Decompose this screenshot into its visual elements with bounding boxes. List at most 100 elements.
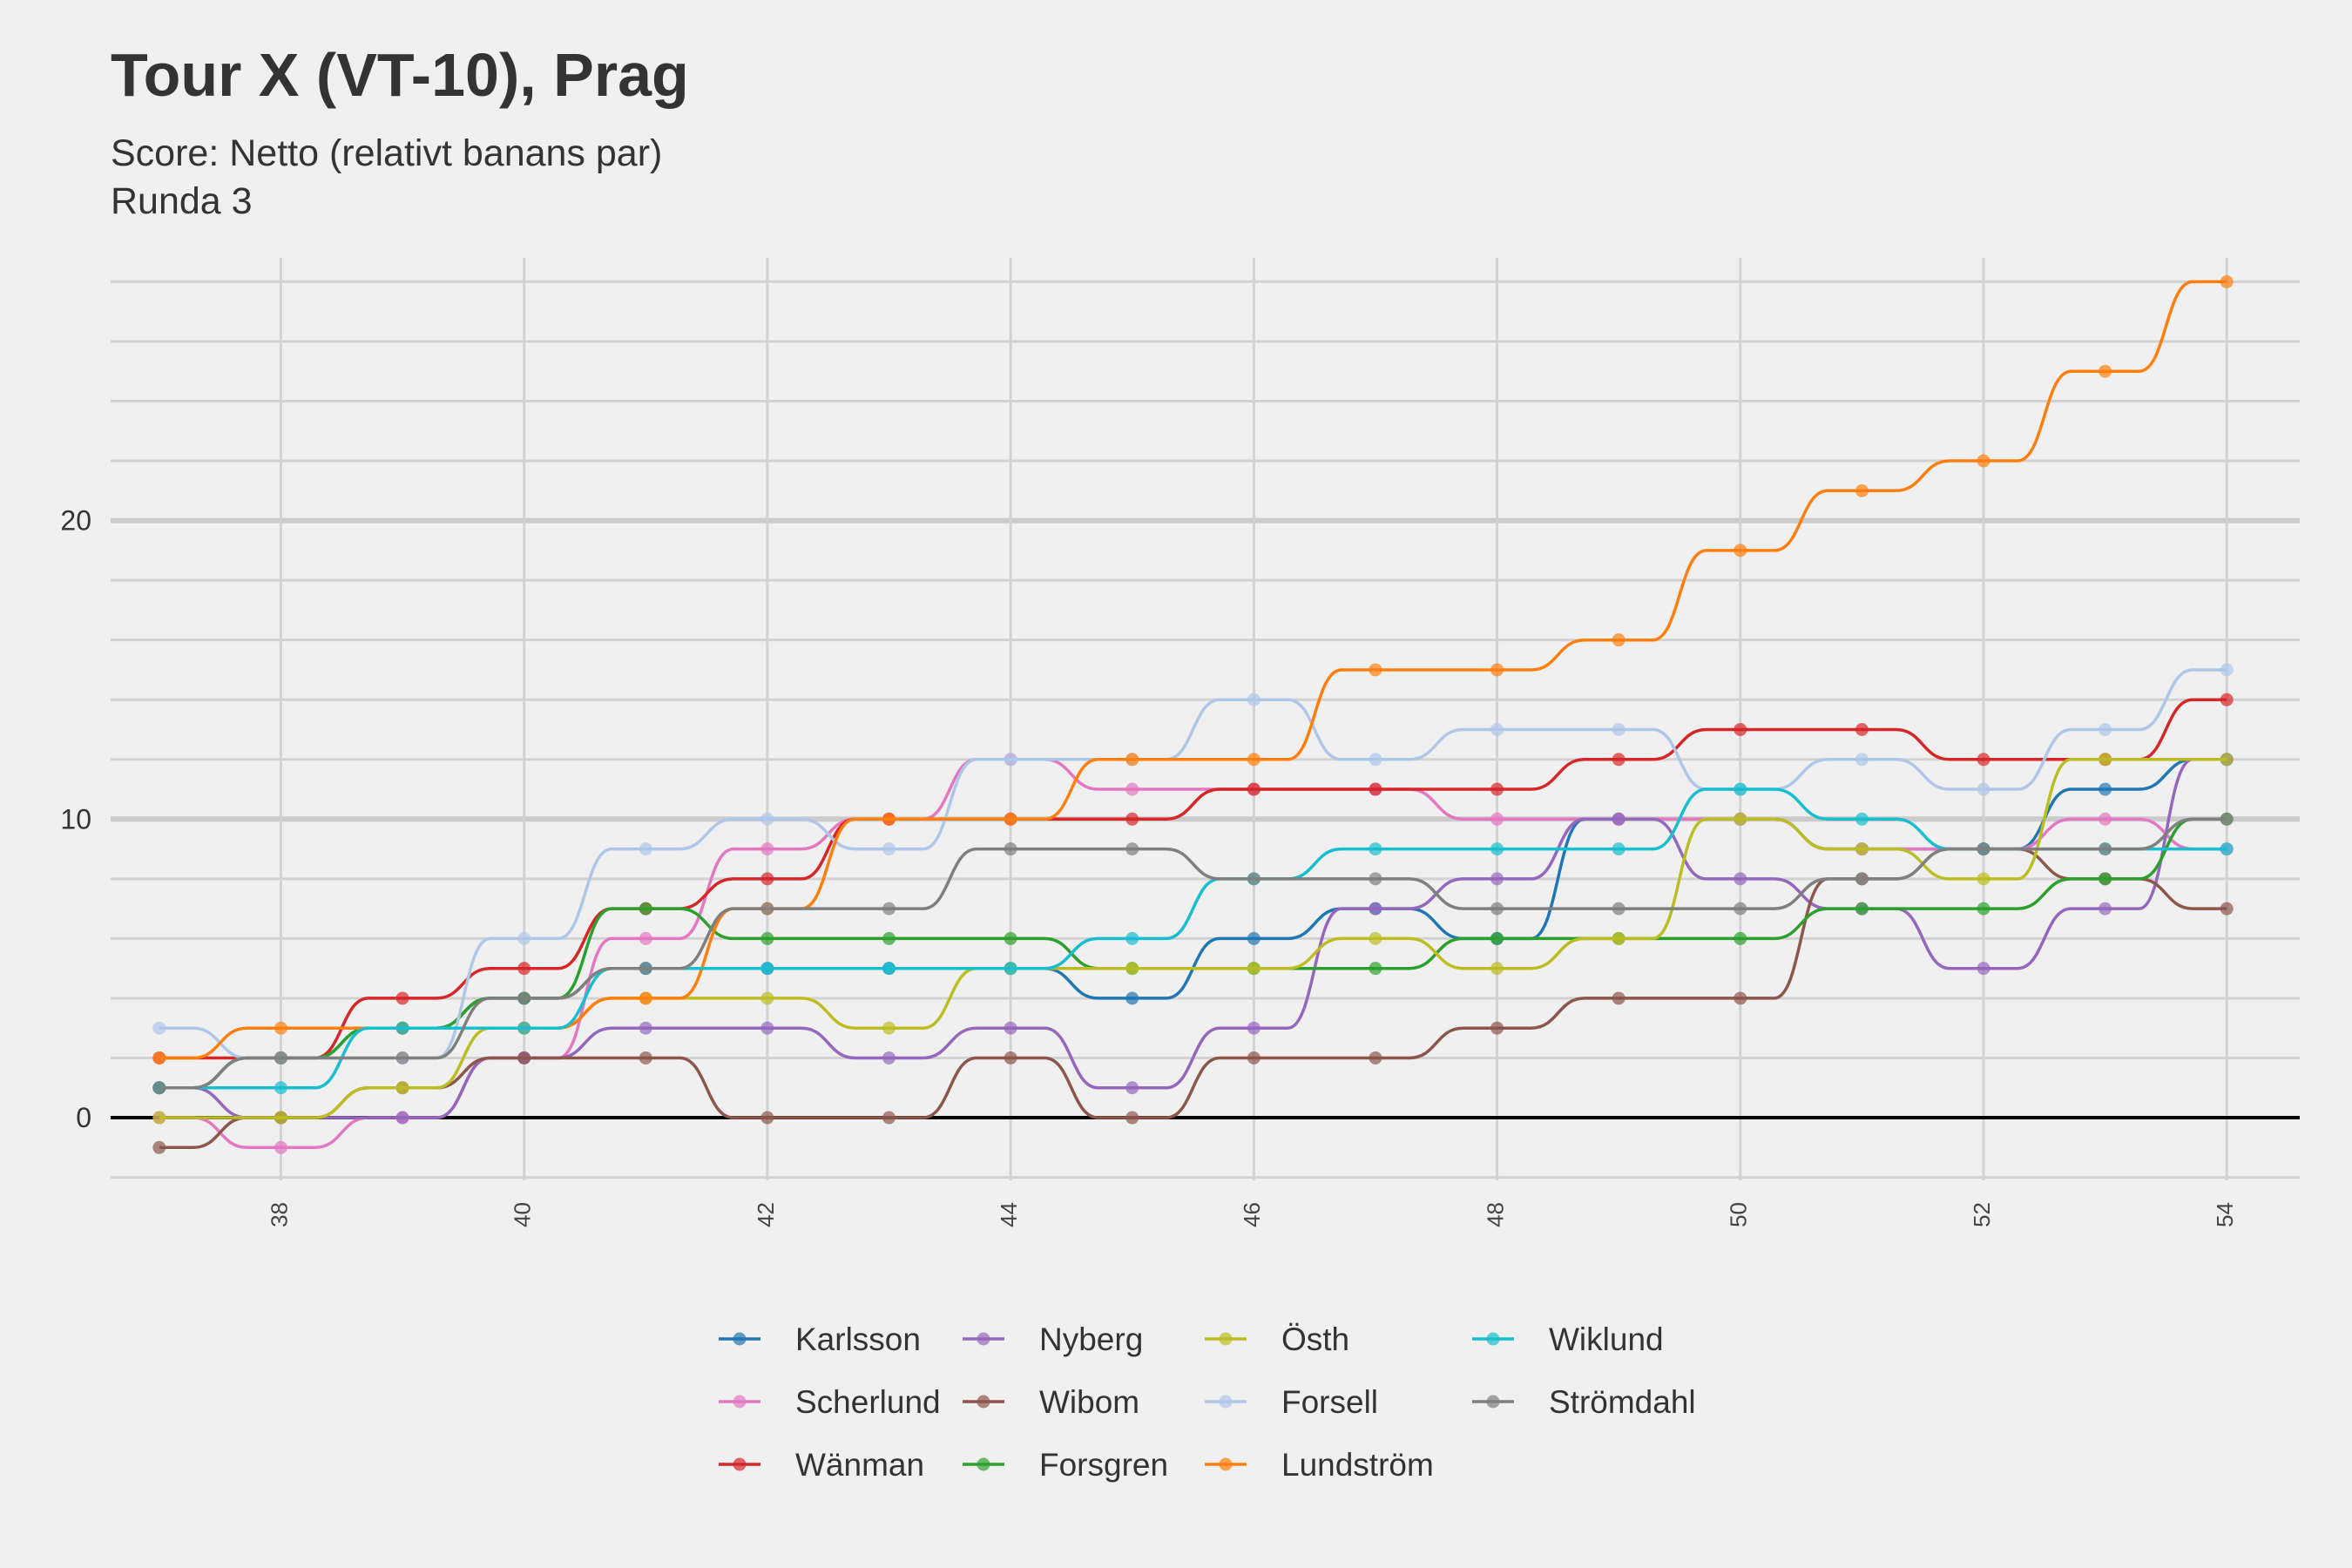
data-point: [1734, 872, 1747, 886]
data-point: [760, 812, 774, 826]
data-point: [639, 1021, 652, 1035]
data-point: [517, 962, 531, 976]
legend-label: Lundström: [1281, 1447, 1434, 1483]
data-point: [2099, 812, 2112, 826]
legend-item-karlsson: Karlsson: [719, 1321, 921, 1357]
y-tick-label: 0: [76, 1102, 91, 1133]
data-point: [1977, 782, 1990, 796]
legend-item-lundstrom: Lundström: [1205, 1447, 1434, 1483]
data-point: [1977, 753, 1990, 767]
data-point: [517, 991, 531, 1005]
legend-item-stromdahl: Strömdahl: [1472, 1384, 1696, 1420]
chart-subtitle-line-2: Runda 3: [111, 180, 253, 222]
data-point: [1855, 902, 1869, 916]
data-point: [1734, 722, 1747, 736]
data-point: [2220, 812, 2234, 826]
data-point: [1125, 1111, 1139, 1125]
data-point: [1247, 693, 1260, 706]
data-point: [882, 1111, 896, 1125]
data-point: [1490, 722, 1504, 736]
data-point: [1125, 842, 1139, 856]
data-point: [882, 1051, 896, 1064]
data-point: [2220, 274, 2234, 288]
data-point: [517, 1051, 531, 1064]
data-point: [1004, 812, 1017, 826]
data-point: [882, 962, 896, 976]
data-point: [760, 1111, 774, 1125]
data-point: [152, 1081, 166, 1095]
data-point: [882, 842, 896, 856]
data-point: [1855, 812, 1869, 826]
data-point: [1977, 902, 1990, 916]
data-point: [1612, 812, 1625, 826]
data-point: [1125, 812, 1139, 826]
data-point: [395, 1081, 409, 1095]
data-point: [1004, 842, 1017, 856]
data-point: [1855, 842, 1869, 856]
data-point: [2099, 902, 2112, 916]
chart-subtitle-line-1: Score: Netto (relativt banans par): [111, 132, 662, 174]
legend-key-point: [733, 1457, 747, 1471]
data-point: [1004, 962, 1017, 976]
data-point: [760, 902, 774, 916]
data-point: [2099, 782, 2112, 796]
data-point: [760, 842, 774, 856]
x-tick-label: 42: [753, 1202, 779, 1227]
data-point: [395, 1111, 409, 1125]
legend-key-point: [977, 1395, 990, 1409]
x-tick-label: 44: [996, 1202, 1022, 1227]
data-point: [2220, 902, 2234, 916]
data-point: [1490, 902, 1504, 916]
data-point: [395, 1051, 409, 1064]
legend-key-point: [1486, 1332, 1500, 1346]
legend-label: Forsgren: [1039, 1447, 1168, 1483]
data-point: [2099, 842, 2112, 856]
legend-key-point: [1486, 1395, 1500, 1409]
data-point: [1977, 454, 1990, 468]
data-point: [1004, 1021, 1017, 1035]
data-point: [1490, 1021, 1504, 1035]
data-point: [1734, 544, 1747, 558]
data-point: [517, 931, 531, 945]
series-stromdahl: [152, 812, 2234, 1095]
data-point: [882, 931, 896, 945]
x-tick-label: 46: [1239, 1202, 1265, 1227]
data-point: [1490, 842, 1504, 856]
data-point: [1369, 663, 1382, 677]
data-point: [152, 1111, 166, 1125]
legend-label: Forsell: [1281, 1384, 1378, 1420]
grid-minor: [111, 280, 2300, 1179]
data-point: [1734, 902, 1747, 916]
data-point: [1004, 753, 1017, 767]
data-point: [2220, 693, 2234, 706]
legend-item-wiklund: Wiklund: [1472, 1321, 1664, 1357]
data-point: [395, 1021, 409, 1035]
data-point: [639, 931, 652, 945]
series-line-stromdahl: [159, 817, 2227, 1090]
data-point: [274, 1081, 287, 1095]
data-point: [1125, 931, 1139, 945]
legend-label: Strömdahl: [1549, 1384, 1696, 1420]
data-point: [760, 931, 774, 945]
data-point: [2099, 872, 2112, 886]
legend-key-point: [733, 1395, 747, 1409]
data-point: [2220, 753, 2234, 767]
data-point: [152, 1021, 166, 1035]
data-point: [1369, 902, 1382, 916]
data-point: [1612, 722, 1625, 736]
data-point: [274, 1051, 287, 1064]
data-point: [760, 962, 774, 976]
data-point: [2099, 722, 2112, 736]
data-point: [1490, 962, 1504, 976]
data-point: [1247, 753, 1260, 767]
data-point: [1490, 782, 1504, 796]
data-point: [395, 991, 409, 1005]
legend-key-point: [1219, 1457, 1233, 1471]
data-point: [2099, 753, 2112, 767]
data-point: [1247, 962, 1260, 976]
data-point: [1490, 872, 1504, 886]
data-point: [1734, 812, 1747, 826]
series-group: [152, 274, 2234, 1154]
data-point: [882, 902, 896, 916]
